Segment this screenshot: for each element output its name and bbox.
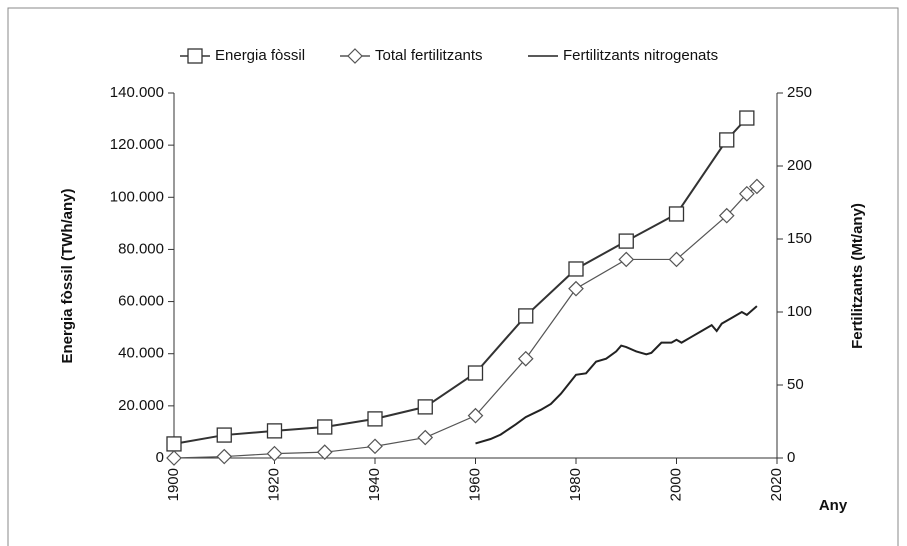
y-tick-label: 140.000 (110, 84, 164, 101)
legend-label: Energia fòssil (215, 47, 305, 64)
y2-tick-label: 100 (787, 303, 812, 320)
data-point (216, 448, 233, 465)
x-tick-label: 1920 (265, 468, 282, 501)
data-point (718, 207, 735, 224)
data-point (316, 444, 333, 461)
data-point (518, 308, 534, 324)
legend-marker (347, 48, 363, 64)
y2-tick-label: 50 (787, 376, 804, 393)
data-point (618, 251, 635, 268)
data-point (739, 110, 755, 126)
series-line (173, 185, 758, 459)
y-tick-label: 20.000 (118, 397, 164, 414)
y2-tick-label: 150 (787, 230, 812, 247)
x-axis-label: Any (819, 497, 848, 514)
data-point (618, 233, 634, 249)
x-tick-label: 2000 (667, 468, 684, 501)
y-tick-label: 0 (156, 449, 164, 466)
y-tick-label: 120.000 (110, 136, 164, 153)
data-point (719, 132, 735, 148)
data-point (166, 450, 182, 466)
data-point (166, 436, 182, 452)
data-point (266, 423, 283, 439)
y-tick-label: 60.000 (118, 293, 164, 310)
data-point (517, 350, 534, 367)
data-point (739, 185, 755, 202)
data-point (367, 438, 383, 455)
y2-axis-label: Fertilitzants (Mt/any) (849, 203, 866, 349)
series-line (173, 117, 748, 445)
data-point (216, 427, 232, 443)
y-tick-label: 80.000 (118, 240, 164, 257)
frame (7, 7, 899, 546)
x-tick-label: 1940 (366, 468, 383, 501)
data-point (467, 407, 484, 424)
y-tick-label: 100.000 (110, 188, 164, 205)
data-point (367, 411, 383, 427)
data-point (568, 280, 584, 297)
y2-tick-label: 0 (787, 449, 795, 466)
data-point (668, 251, 685, 268)
x-tick-label: 1980 (567, 468, 584, 501)
x-tick-label: 2020 (768, 468, 785, 501)
legend-label: Total fertilitzants (375, 47, 483, 64)
x-tick-label: 1900 (165, 468, 182, 501)
data-point (749, 178, 765, 195)
y-axis-label: Energia fòssil (TWh/any) (59, 188, 76, 363)
data-point (417, 399, 433, 415)
y-tick-label: 40.000 (118, 345, 164, 362)
data-point (317, 419, 333, 435)
series-line (475, 305, 758, 445)
data-point (668, 206, 685, 222)
data-point (417, 429, 434, 446)
y2-tick-label: 200 (787, 157, 812, 174)
data-point (266, 445, 283, 462)
legend-marker (187, 48, 203, 64)
data-point (467, 365, 484, 381)
data-point (568, 261, 584, 277)
y2-tick-label: 250 (787, 84, 812, 101)
x-tick-label: 1960 (466, 468, 483, 501)
legend-label: Fertilitzants nitrogenats (563, 47, 718, 64)
